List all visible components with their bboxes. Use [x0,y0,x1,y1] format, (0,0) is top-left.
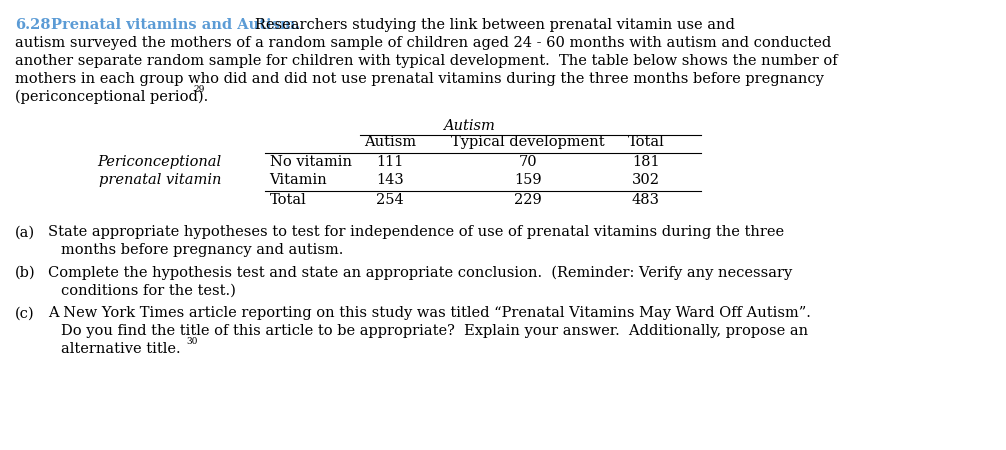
Text: Researchers studying the link between prenatal vitamin use and: Researchers studying the link between pr… [255,18,734,32]
Text: 143: 143 [376,173,404,187]
Text: Autism: Autism [364,135,416,149]
Text: (b): (b) [15,266,36,280]
Text: 229: 229 [514,193,542,207]
Text: (c): (c) [15,306,35,320]
Text: Vitamin: Vitamin [270,173,327,187]
Text: Typical development: Typical development [452,135,605,149]
Text: Total: Total [628,135,664,149]
Text: alternative title.: alternative title. [61,342,181,356]
Text: Periconceptional: Periconceptional [98,155,221,169]
Text: prenatal vitamin: prenatal vitamin [99,173,221,187]
Text: 6.28: 6.28 [15,18,50,32]
Text: Total: Total [270,193,307,207]
Text: (periconceptional period).: (periconceptional period). [15,90,208,104]
Text: 111: 111 [376,155,404,169]
Text: months before pregnancy and autism.: months before pregnancy and autism. [61,243,344,257]
Text: another separate random sample for children with typical development.  The table: another separate random sample for child… [15,54,838,68]
Text: Do you find the title of this article to be appropriate?  Explain your answer.  : Do you find the title of this article to… [61,324,809,338]
Text: 29: 29 [193,85,204,94]
Text: 254: 254 [376,193,404,207]
Text: 302: 302 [632,173,660,187]
Text: A New York Times article reporting on this study was titled “Prenatal Vitamins M: A New York Times article reporting on th… [48,306,811,320]
Text: (a): (a) [15,225,35,239]
Text: 70: 70 [519,155,537,169]
Text: 483: 483 [632,193,660,207]
Text: Complete the hypothesis test and state an appropriate conclusion.  (Reminder: Ve: Complete the hypothesis test and state a… [48,266,793,280]
Text: 159: 159 [514,173,542,187]
Text: autism surveyed the mothers of a random sample of children aged 24 - 60 months w: autism surveyed the mothers of a random … [15,36,831,50]
Text: mothers in each group who did and did not use prenatal vitamins during the three: mothers in each group who did and did no… [15,72,824,86]
Text: Prenatal vitamins and Autism.: Prenatal vitamins and Autism. [51,18,301,32]
Text: State appropriate hypotheses to test for independence of use of prenatal vitamin: State appropriate hypotheses to test for… [48,225,785,239]
Text: No vitamin: No vitamin [270,155,352,169]
Text: Autism: Autism [444,119,495,133]
Text: conditions for the test.): conditions for the test.) [61,284,236,298]
Text: 181: 181 [632,155,660,169]
Text: 30: 30 [186,337,197,346]
